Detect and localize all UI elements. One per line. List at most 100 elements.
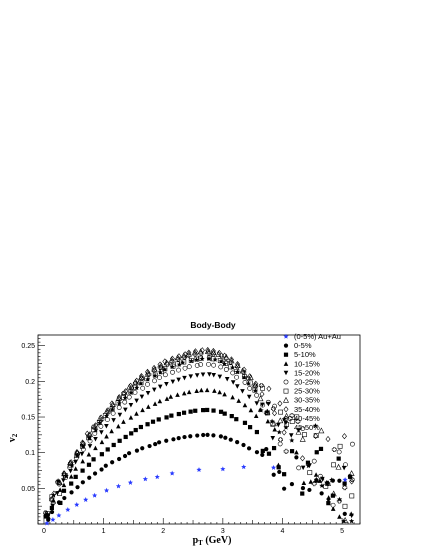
data-point xyxy=(176,411,181,417)
data-point xyxy=(218,409,224,414)
data-point xyxy=(282,486,287,491)
data-point xyxy=(247,425,253,430)
data-point xyxy=(254,401,260,406)
data-point xyxy=(186,364,192,370)
data-point xyxy=(109,406,115,412)
data-point xyxy=(105,407,111,414)
legend-label: 20-25% xyxy=(294,378,320,387)
data-point xyxy=(169,355,175,362)
x-axis-label: pT (GeV) xyxy=(193,535,232,547)
data-point xyxy=(258,407,264,413)
x-tick-label: 3 xyxy=(221,528,225,535)
data-point xyxy=(117,438,122,443)
data-point xyxy=(152,372,158,378)
data-point xyxy=(188,409,193,414)
reference-point xyxy=(83,497,89,502)
data-point xyxy=(222,391,227,397)
data-point xyxy=(193,408,198,413)
data-point xyxy=(105,447,110,452)
data-point xyxy=(176,377,181,383)
data-point xyxy=(211,408,216,413)
data-point xyxy=(260,385,265,391)
data-point xyxy=(99,430,104,435)
data-point xyxy=(205,432,210,438)
data-point xyxy=(122,453,128,459)
data-point xyxy=(176,367,181,373)
data-point xyxy=(145,390,151,396)
data-point xyxy=(194,363,200,368)
reference-point xyxy=(104,487,110,493)
data-point xyxy=(283,420,289,426)
data-point xyxy=(99,467,104,472)
data-point xyxy=(91,457,96,462)
data-point xyxy=(218,364,224,370)
data-point xyxy=(283,412,290,419)
data-marks xyxy=(43,347,355,526)
data-point xyxy=(218,353,224,359)
data-point xyxy=(151,364,157,372)
data-point xyxy=(342,481,347,486)
data-point xyxy=(229,364,236,370)
data-point xyxy=(93,427,99,433)
data-point xyxy=(57,491,62,496)
data-point xyxy=(253,380,259,387)
data-point xyxy=(98,423,104,429)
data-point xyxy=(74,452,80,458)
data-point xyxy=(336,456,341,461)
data-point xyxy=(188,434,193,439)
data-point xyxy=(126,394,132,400)
data-point xyxy=(300,426,306,431)
data-point xyxy=(223,367,229,372)
data-point xyxy=(138,380,144,386)
data-point xyxy=(80,480,85,485)
data-point xyxy=(111,418,116,423)
data-point xyxy=(138,424,143,430)
data-point xyxy=(132,390,138,395)
legend-marker xyxy=(283,406,289,413)
data-point xyxy=(278,409,284,415)
data-point xyxy=(116,394,122,401)
legend-label: (0-5%) Au+Au xyxy=(294,332,341,341)
data-point xyxy=(337,496,343,502)
data-point xyxy=(235,364,241,370)
data-point xyxy=(133,427,138,433)
data-point xyxy=(151,368,157,373)
data-point xyxy=(289,437,295,443)
data-point xyxy=(162,366,168,372)
data-point xyxy=(302,432,307,438)
legend-marker xyxy=(283,370,289,376)
data-point xyxy=(182,375,187,381)
data-point xyxy=(180,359,186,365)
reference-point xyxy=(50,517,56,522)
reference-point xyxy=(74,502,80,507)
data-point xyxy=(164,396,170,401)
data-point xyxy=(207,372,212,377)
legend-marker xyxy=(283,396,289,403)
data-point xyxy=(182,434,187,440)
data-point xyxy=(289,449,295,454)
data-point xyxy=(117,456,122,462)
data-point xyxy=(157,369,163,375)
data-point xyxy=(259,391,265,398)
legend-marker xyxy=(283,361,289,366)
data-point xyxy=(192,348,198,355)
data-point xyxy=(326,498,331,504)
data-point xyxy=(230,370,236,376)
data-point xyxy=(331,447,337,452)
y-tick-label: 0.05 xyxy=(21,486,35,493)
legend-marker xyxy=(283,379,289,385)
data-point xyxy=(116,400,122,406)
data-point xyxy=(289,413,295,418)
data-point xyxy=(272,403,278,409)
data-point xyxy=(99,452,104,457)
data-point xyxy=(87,475,92,480)
data-point xyxy=(140,407,145,413)
data-point xyxy=(205,407,210,413)
reference-point xyxy=(169,470,175,476)
data-point xyxy=(168,394,174,399)
data-point xyxy=(341,518,347,524)
data-point xyxy=(223,435,228,440)
data-point xyxy=(311,458,317,464)
data-point xyxy=(140,446,145,451)
data-point xyxy=(63,473,69,479)
